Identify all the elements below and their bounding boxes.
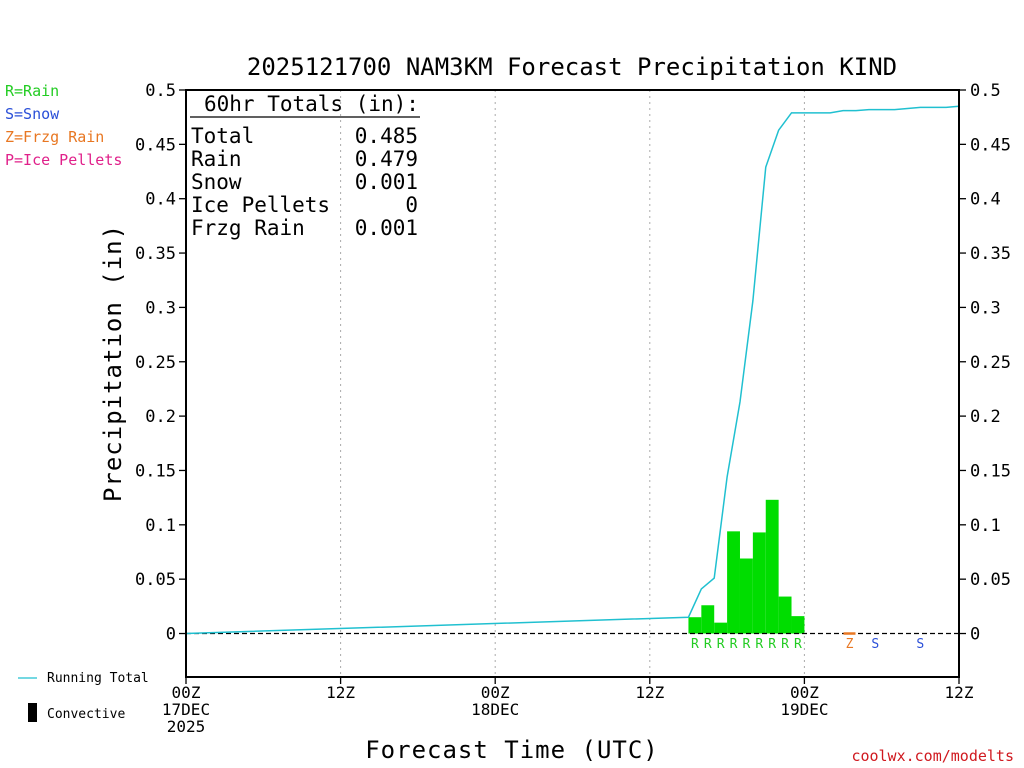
x-tick-label: 00Z bbox=[172, 683, 201, 702]
precip-bar bbox=[688, 617, 702, 634]
precip-type-marker: R bbox=[794, 637, 802, 652]
y-tick-label: 0.05 bbox=[135, 570, 176, 590]
convective-legend-swatch bbox=[28, 703, 37, 722]
precip-bars bbox=[688, 499, 805, 634]
x-tick-label: 17DEC bbox=[162, 700, 210, 719]
precip-type-legend-item: Z=Frzg Rain bbox=[5, 128, 104, 146]
totals-row-label: Frzg Rain bbox=[191, 216, 305, 240]
precip-bar bbox=[739, 558, 753, 634]
chart-title: 2025121700 NAM3KM Forecast Precipitation… bbox=[247, 53, 897, 81]
precip-type-marker: R bbox=[755, 637, 763, 652]
totals-row-label: Total bbox=[191, 124, 254, 148]
totals-row-label: Rain bbox=[191, 147, 242, 171]
y-axis-right-ticks: 0.5 0.45 0.4 0.35 0.3 0.25 0.2 0.15 0.1 0.05 0 bbox=[959, 81, 1011, 645]
y-tick-label: 0.15 bbox=[970, 461, 1011, 481]
bottom-legend: Running Total Convective bbox=[18, 671, 149, 722]
x-tick-label: 2025 bbox=[167, 717, 206, 736]
totals-row-value: 0 bbox=[405, 193, 418, 217]
precip-type-marker: R bbox=[730, 637, 738, 652]
x-tick-label: 12Z bbox=[635, 683, 664, 702]
y-tick-label: 0.45 bbox=[135, 135, 176, 155]
y-tick-label: 0.4 bbox=[970, 190, 1001, 210]
y-tick-label: 0.15 bbox=[135, 461, 176, 481]
x-axis-label: Forecast Time (UTC) bbox=[365, 736, 659, 764]
precip-bar bbox=[765, 499, 779, 634]
precip-type-marker: R bbox=[743, 637, 751, 652]
precip-type-marker: R bbox=[704, 637, 712, 652]
y-tick-label: 0.5 bbox=[145, 81, 176, 101]
totals-heading: 60hr Totals (in): bbox=[204, 92, 419, 116]
totals-row-label: Ice Pellets bbox=[191, 193, 330, 217]
y-tick-label: 0.4 bbox=[145, 190, 176, 210]
totals-row-value: 0.479 bbox=[355, 147, 418, 171]
y-axis-left-ticks: 0.5 0.45 0.4 0.35 0.3 0.25 0.2 0.15 0.1 0.05 0 bbox=[135, 81, 186, 645]
precip-type-marker: R bbox=[781, 637, 789, 652]
precip-type-marker: Z bbox=[846, 637, 854, 652]
precip-type-marker: S bbox=[916, 637, 924, 652]
convective-legend-label: Convective bbox=[47, 707, 125, 722]
y-tick-label: 0.35 bbox=[135, 244, 176, 264]
plot-frame bbox=[185, 89, 960, 678]
y-tick-label: 0.05 bbox=[970, 570, 1011, 590]
y-tick-label: 0.5 bbox=[970, 81, 1001, 101]
x-tick-label: 00Z bbox=[790, 683, 819, 702]
y-tick-label: 0.25 bbox=[970, 353, 1011, 373]
totals-row-label: Snow bbox=[191, 170, 242, 194]
running-total-line bbox=[185, 105, 960, 635]
y-tick-label: 0.2 bbox=[970, 407, 1001, 427]
x-tick-label: 18DEC bbox=[471, 700, 519, 719]
x-tick-label: 19DEC bbox=[780, 700, 828, 719]
grid-lines bbox=[340, 90, 805, 677]
precip-bar bbox=[791, 616, 805, 634]
y-axis-label: Precipitation (in) bbox=[99, 224, 127, 502]
y-tick-label: 0.35 bbox=[970, 244, 1011, 264]
totals-row-value: 0.001 bbox=[355, 216, 418, 240]
y-tick-label: 0 bbox=[166, 625, 176, 645]
precip-type-legend-item: S=Snow bbox=[5, 105, 60, 123]
precip-bar bbox=[752, 532, 766, 634]
y-tick-label: 0.2 bbox=[145, 407, 176, 427]
totals-box: 60hr Totals (in): Total 0.485 Rain 0.479 Sno… bbox=[190, 92, 420, 240]
precip-type-marker: R bbox=[768, 637, 776, 652]
precip-type-marker: R bbox=[717, 637, 725, 652]
y-tick-label: 0.3 bbox=[145, 298, 176, 318]
y-tick-label: 0.45 bbox=[970, 135, 1011, 155]
x-tick-label: 00Z bbox=[481, 683, 510, 702]
precip-bar bbox=[714, 622, 728, 634]
precip-bar bbox=[727, 531, 740, 634]
y-tick-label: 0.1 bbox=[970, 516, 1001, 536]
totals-row-value: 0.001 bbox=[355, 170, 418, 194]
y-tick-label: 0.25 bbox=[135, 353, 176, 373]
y-tick-label: 0.1 bbox=[145, 516, 176, 536]
y-tick-label: 0.3 bbox=[970, 298, 1001, 318]
running-total-legend-label: Running Total bbox=[47, 671, 149, 686]
precip-type-marker: R bbox=[691, 637, 699, 652]
precip-type-legend: R=Rain S=Snow Z=Frzg Rain P=Ice Pellets bbox=[5, 82, 122, 169]
precip-bar bbox=[701, 605, 715, 634]
credit-text: coolwx.com/modelts bbox=[851, 747, 1014, 765]
totals-row-value: 0.485 bbox=[355, 124, 418, 148]
x-tick-label: 12Z bbox=[326, 683, 355, 702]
precip-type-marker: S bbox=[871, 637, 879, 652]
precip-type-legend-item: R=Rain bbox=[5, 82, 59, 100]
y-tick-label: 0 bbox=[970, 625, 980, 645]
precip-type-legend-item: P=Ice Pellets bbox=[5, 151, 122, 169]
running-total-series bbox=[185, 105, 960, 635]
precip-bar bbox=[778, 596, 792, 634]
x-tick-label: 12Z bbox=[945, 683, 974, 702]
